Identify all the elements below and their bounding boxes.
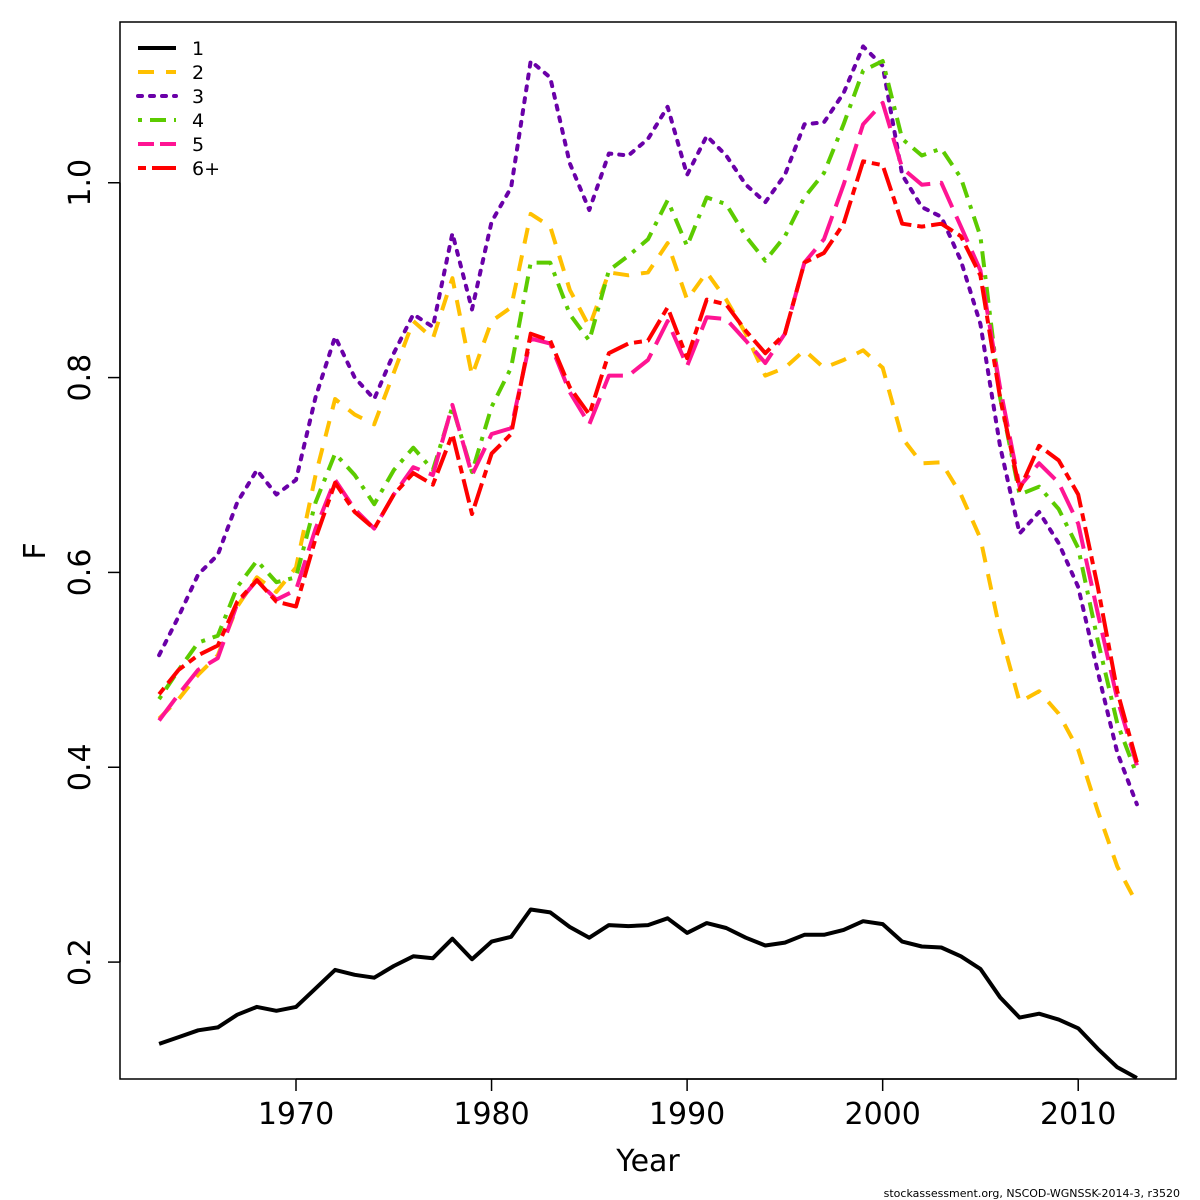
legend-label-4: 4 (192, 110, 204, 132)
x-axis: 1970 1980 1990 2000 2010 (258, 1078, 1116, 1132)
y-tick-label: 0.8 (63, 354, 98, 402)
source-credit: stockassessment.org, NSCOD-WGNSSK-2014-3… (884, 1187, 1180, 1200)
legend-label-3: 3 (192, 86, 204, 108)
x-tick-label: 1980 (453, 1097, 529, 1132)
x-tick-label: 2010 (1040, 1097, 1116, 1132)
x-axis-label: Year (615, 1144, 680, 1179)
y-tick-label: 0.6 (63, 549, 98, 597)
y-tick-label: 0.4 (63, 743, 98, 791)
x-tick-label: 2000 (844, 1097, 920, 1132)
series-line-3 (157, 44, 1139, 807)
series-line-5 (157, 100, 1139, 766)
y-tick-label: 1.0 (63, 159, 98, 207)
legend-label-5: 5 (192, 134, 204, 156)
legend-label-6: 6+ (192, 158, 220, 180)
x-tick-label: 1990 (649, 1097, 725, 1132)
y-axis-label: F (18, 542, 53, 559)
x-tick-label: 1970 (258, 1097, 334, 1132)
series-layer (157, 44, 1139, 1080)
series-line-1 (158, 907, 1138, 1080)
series-line-4 (157, 59, 1139, 776)
y-axis: 0.2 0.4 0.6 0.8 1.0 (63, 159, 121, 986)
legend-label-1: 1 (192, 38, 204, 60)
y-tick-label: 0.2 (63, 938, 98, 986)
plot-frame (119, 21, 1177, 1080)
series-line-6 (157, 159, 1139, 763)
series-line-2 (157, 211, 1139, 905)
legend-label-2: 2 (192, 62, 204, 84)
